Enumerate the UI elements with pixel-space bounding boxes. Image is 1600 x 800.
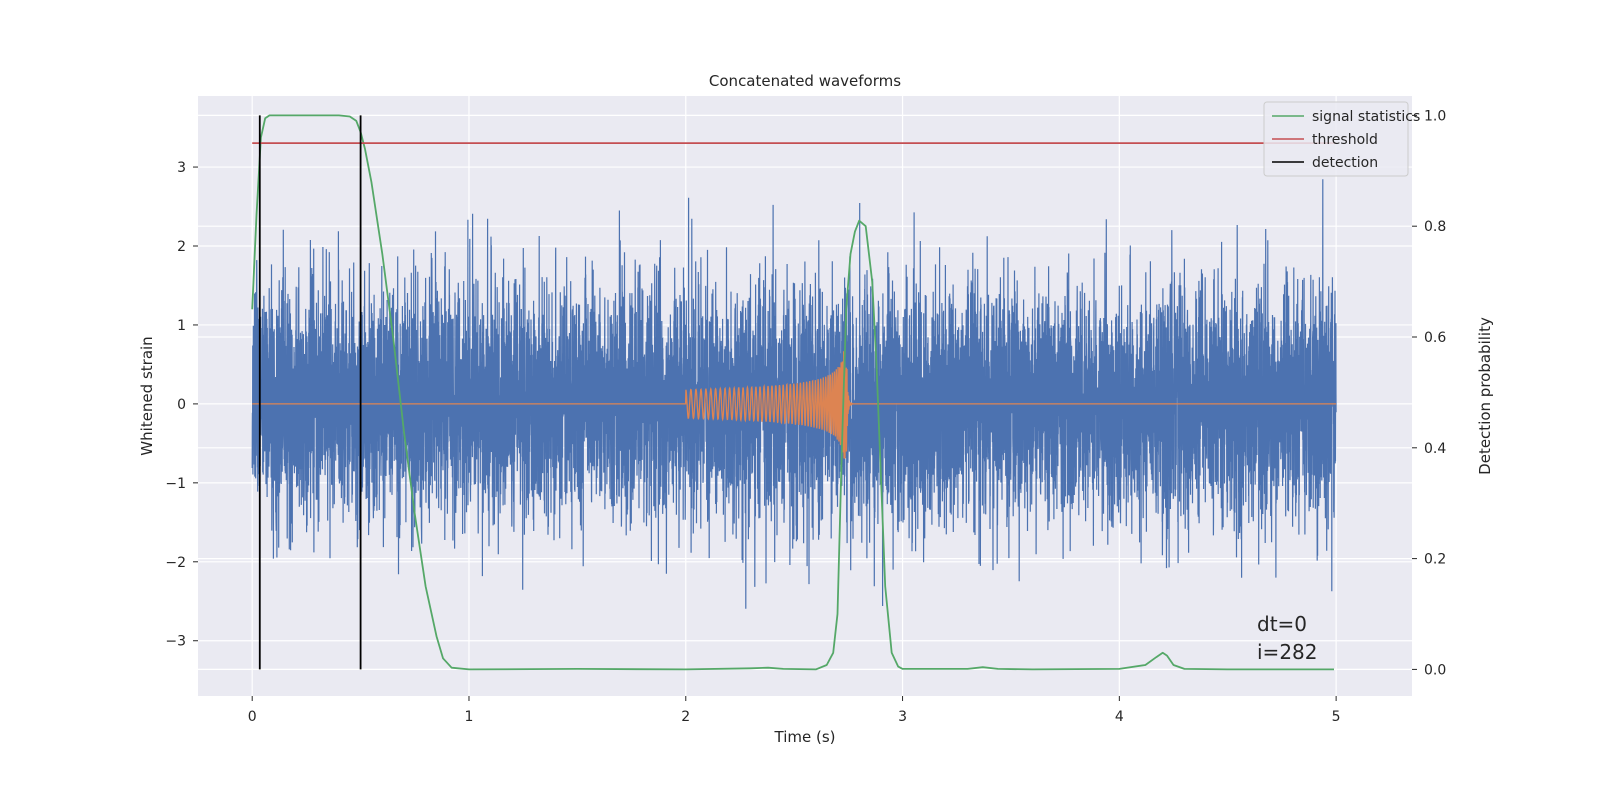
left-y-tick-label: −1 — [165, 476, 186, 492]
legend-label-detection: detection — [1312, 155, 1378, 171]
legend-label-threshold: threshold — [1312, 132, 1378, 148]
x-tick-label: 3 — [898, 709, 907, 725]
right-y-tick-label: 1.0 — [1424, 108, 1446, 124]
annotation-index: i=282 — [1257, 640, 1318, 664]
right-y-tick-label: 0.8 — [1424, 219, 1446, 235]
right-y-tick-label: 0.4 — [1424, 441, 1446, 457]
legend-label-signal-statistics: signal statistics — [1312, 109, 1420, 125]
left-y-tick-label: −2 — [165, 555, 186, 571]
legend-box — [1263, 101, 1409, 177]
signal-waveform-line — [252, 351, 1337, 459]
left-y-tick-label: 0 — [177, 397, 186, 413]
legend: signal statistics threshold detection — [1263, 101, 1420, 177]
left-y-axis-title: Whitened strain — [138, 336, 156, 455]
right-y-axis-title: Detection probability — [1476, 317, 1494, 475]
left-y-tick-label: 3 — [177, 160, 186, 176]
right-y-tick-label: 0.2 — [1424, 552, 1446, 568]
signal-statistics-line — [251, 114, 1334, 671]
x-tick-label: 1 — [465, 709, 474, 725]
noise-series-line — [251, 179, 1337, 609]
x-tick-label: 5 — [1332, 709, 1341, 725]
x-tick-label: 4 — [1115, 709, 1124, 725]
right-y-tick-label: 0.6 — [1424, 330, 1446, 346]
chart-title: Concatenated waveforms — [709, 72, 901, 90]
left-y-tick-label: 2 — [177, 239, 186, 255]
left-y-tick-labels: −3 −2 −1 0 1 2 3 — [165, 160, 198, 650]
x-tick-label: 2 — [681, 709, 690, 725]
x-tick-labels: 0 1 2 3 4 5 — [248, 696, 1341, 725]
series-layer — [251, 114, 1337, 671]
right-y-tick-labels: 0.0 0.2 0.4 0.6 0.8 1.0 — [1412, 108, 1446, 678]
left-y-tick-label: 1 — [177, 318, 186, 334]
x-axis-title: Time (s) — [774, 728, 836, 746]
right-y-tick-label: 0.0 — [1424, 662, 1446, 678]
x-tick-label: 0 — [248, 709, 257, 725]
annotation-dt: dt=0 — [1257, 612, 1307, 636]
left-y-tick-label: −3 — [165, 634, 186, 650]
